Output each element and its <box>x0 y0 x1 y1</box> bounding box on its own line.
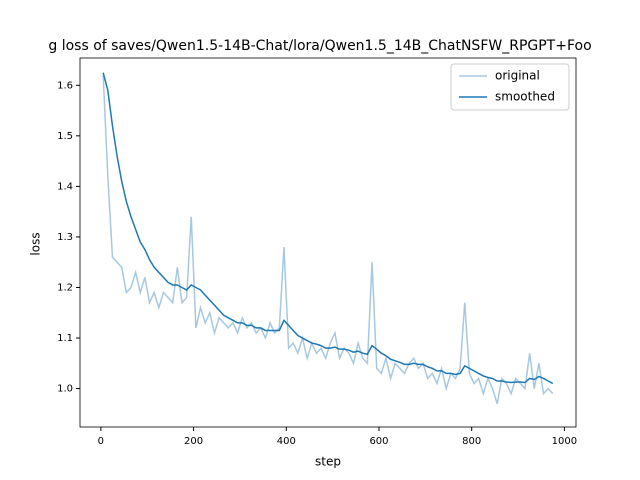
legend-label: smoothed <box>495 90 555 104</box>
x-tick-label: 600 <box>369 436 388 447</box>
plot-frame <box>79 57 577 428</box>
x-tick-label: 800 <box>462 436 481 447</box>
y-tick-label: 1.4 <box>57 181 73 192</box>
x-tick-label: 0 <box>98 436 104 447</box>
x-tick-label: 400 <box>277 436 296 447</box>
y-tick-label: 1.3 <box>57 232 73 243</box>
x-axis-label: step <box>315 455 341 469</box>
y-tick-label: 1.0 <box>57 384 73 395</box>
y-axis-label: loss <box>29 232 43 255</box>
y-tick-label: 1.2 <box>57 282 73 293</box>
chart-title: g loss of saves/Qwen1.5-14B-Chat/lora/Qw… <box>48 38 591 54</box>
x-tick-label: 200 <box>184 436 203 447</box>
y-tick-label: 1.5 <box>57 131 73 142</box>
y-tick-label: 1.1 <box>57 333 73 344</box>
line-series <box>102 75 554 404</box>
x-tick-label: 1000 <box>552 436 577 447</box>
legend-label: original <box>495 69 540 83</box>
y-tick-label: 1.6 <box>57 80 73 91</box>
line-series <box>102 72 554 385</box>
